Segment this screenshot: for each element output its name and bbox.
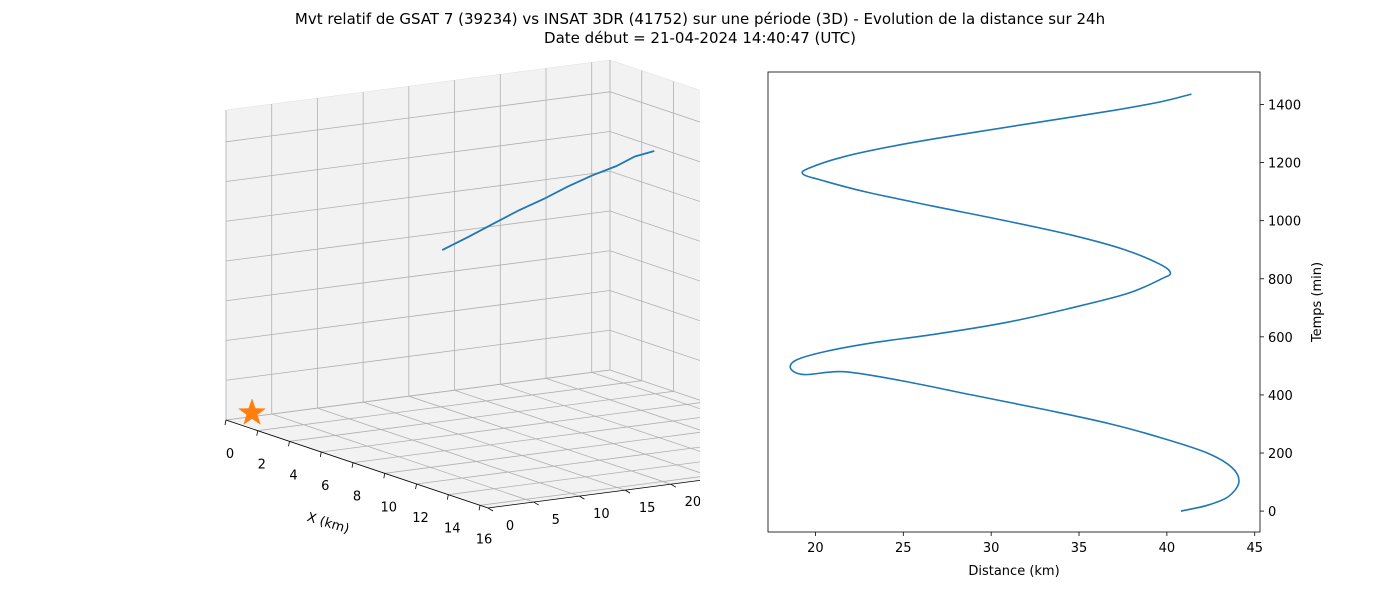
y-gridline: [500, 383, 700, 452]
distance-series-line: [789, 93, 1240, 512]
y-tick-mark: [579, 495, 585, 500]
x-tick-mark: [319, 451, 322, 458]
y-tick-mark: [624, 489, 631, 494]
left-wall-pane: [225, 59, 611, 421]
x-tick-mark: [478, 505, 481, 511]
figure-subtitle: Date début = 21-04-2024 14:40:47 (UTC): [544, 29, 856, 47]
origin-star-marker: [237, 398, 267, 425]
figure-title-block: Mvt relatif de GSAT 7 (39234) vs INSAT 3…: [0, 10, 1400, 48]
y-tick-label: 10: [593, 507, 610, 522]
plot-area-frame: [767, 71, 1261, 533]
z-gridline: [609, 91, 700, 123]
x-axis-label: Distance (km): [968, 564, 1059, 579]
z-gridline: [609, 170, 700, 202]
x-tick-label: 10: [381, 500, 398, 515]
x-tick-label: 30: [983, 541, 1000, 556]
y-tick-mark: [670, 483, 677, 488]
x-tick-mark: [224, 419, 227, 426]
x-axis-line: [225, 419, 489, 509]
z-gridline: [609, 329, 700, 361]
trajectory-line: [441, 150, 655, 251]
x-gridline: [448, 461, 700, 496]
y-gridline: [408, 395, 671, 485]
x-tick-label: 14: [444, 522, 461, 537]
y-tick-mark: [487, 507, 494, 512]
x-tick-mark: [288, 441, 290, 447]
x-tick-mark: [351, 462, 354, 468]
z-gridline: [225, 250, 611, 302]
z-gridline: [225, 329, 611, 381]
z-gridline: [225, 170, 611, 222]
x-tick-mark: [383, 473, 386, 479]
z-gridline: [609, 369, 700, 401]
y-gridline: [591, 372, 700, 410]
x-tick-label: 25: [895, 541, 912, 556]
x-tick-label: 20: [807, 541, 824, 556]
x-tick-label: 0: [226, 447, 234, 462]
z-gridline: [225, 131, 611, 182]
y-tick-label: 400: [1268, 389, 1293, 404]
x-tick-mark: [446, 494, 449, 500]
y-tick-label: 0: [506, 519, 514, 534]
z-gridline: [609, 290, 700, 322]
y-gridline: [317, 407, 580, 497]
y-axis-line: [487, 479, 700, 509]
y-gridline: [271, 413, 534, 503]
y-tick-mark: [533, 501, 539, 506]
y-tick-label: 600: [1268, 331, 1293, 346]
trajectory-3d-plot: 024681012141605101520253035400.02.55.07.…: [224, 59, 700, 547]
y-gridline: [363, 401, 626, 491]
z-gridline: [225, 369, 611, 421]
z-gridline: [609, 210, 700, 242]
z-gridline: [225, 290, 611, 341]
x-tick-label: 2: [258, 458, 266, 473]
y-tick-label: 5: [552, 513, 560, 528]
y-tick-label: 20: [685, 495, 700, 510]
x-tick-label: 40: [1159, 541, 1176, 556]
x-tick-mark: [415, 483, 417, 490]
y-tick-label: 1200: [1268, 157, 1301, 172]
x-tick-label: 45: [1246, 541, 1263, 556]
x-tick-label: 8: [353, 490, 361, 505]
z-gridline: [609, 250, 700, 282]
y-tick-label: 800: [1268, 273, 1293, 288]
z-gridline: [225, 91, 611, 143]
x-tick-label: 4: [289, 468, 297, 483]
x-tick-label: 12: [412, 511, 429, 526]
z-gridline: [225, 210, 611, 262]
y-tick-label: 0: [1268, 505, 1276, 520]
y-tick-label: 15: [639, 501, 656, 516]
x-gridline: [416, 446, 700, 485]
x-tick-mark: [256, 430, 259, 436]
y-tick-label: 1400: [1268, 99, 1301, 114]
x-tick-label: 16: [476, 532, 493, 547]
y-tick-label: 1000: [1268, 215, 1301, 230]
x-gridline: [480, 476, 700, 506]
y-axis-label: Temps (min): [1310, 262, 1325, 343]
y-gridline: [545, 377, 700, 431]
z-gridline: [609, 131, 700, 163]
figure-title: Mvt relatif de GSAT 7 (39234) vs INSAT 3…: [294, 10, 1106, 28]
x-gridline: [384, 431, 700, 474]
y-gridline: [454, 389, 700, 474]
x-tick-label: 6: [321, 479, 329, 494]
x-tick-label: 35: [1071, 541, 1088, 556]
x-axis-label: X (km): [305, 510, 351, 537]
y-tick-label: 200: [1268, 447, 1293, 462]
